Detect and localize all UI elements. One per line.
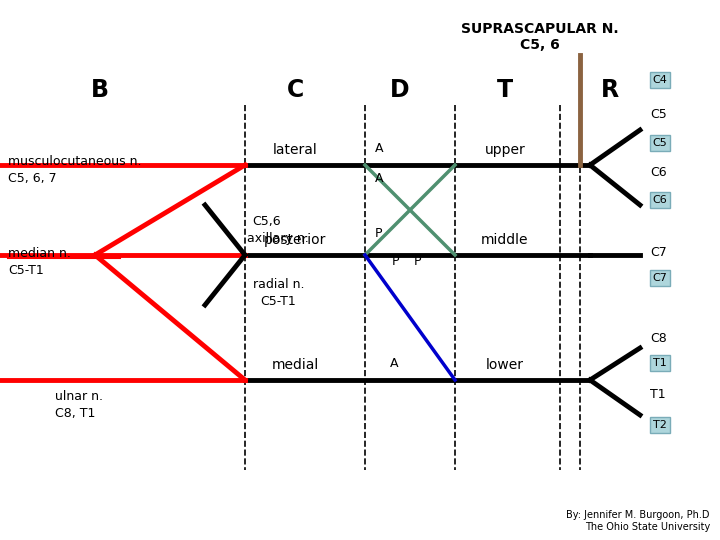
Text: C5: C5 <box>652 138 667 148</box>
Text: A: A <box>375 142 384 155</box>
Text: A: A <box>375 172 384 185</box>
Text: A: A <box>390 357 398 370</box>
Text: T2: T2 <box>653 420 667 430</box>
Text: median n.: median n. <box>8 247 71 260</box>
Text: posterior: posterior <box>264 233 326 247</box>
Text: B: B <box>91 78 109 102</box>
Text: C8, T1: C8, T1 <box>55 407 95 420</box>
Text: C7: C7 <box>652 273 667 283</box>
Text: P: P <box>392 255 400 268</box>
Text: T: T <box>497 78 513 102</box>
Text: P: P <box>375 227 382 240</box>
Text: SUPRASCAPULAR N.: SUPRASCAPULAR N. <box>462 22 618 36</box>
Text: C5, 6, 7: C5, 6, 7 <box>8 172 57 185</box>
Text: middle: middle <box>481 233 528 247</box>
Text: medial: medial <box>271 358 319 372</box>
Text: lower: lower <box>486 358 524 372</box>
Text: C5,6: C5,6 <box>252 215 281 228</box>
Text: C5-T1: C5-T1 <box>8 264 44 277</box>
Text: C6: C6 <box>650 166 667 179</box>
Text: D: D <box>390 78 410 102</box>
Text: P: P <box>414 255 421 268</box>
Text: C5-T1: C5-T1 <box>260 295 296 308</box>
Text: axillary n.: axillary n. <box>247 232 309 245</box>
Text: lateral: lateral <box>273 143 318 157</box>
Text: By: Jennifer M. Burgoon, Ph.D
The Ohio State University: By: Jennifer M. Burgoon, Ph.D The Ohio S… <box>567 510 710 532</box>
Text: C7: C7 <box>650 246 667 260</box>
Text: C: C <box>287 78 304 102</box>
Text: C4: C4 <box>652 75 667 85</box>
Text: C5, 6: C5, 6 <box>520 38 560 52</box>
Text: C6: C6 <box>652 195 667 205</box>
Text: T1: T1 <box>650 388 665 402</box>
Text: musculocutaneous n.: musculocutaneous n. <box>8 155 142 168</box>
Text: C5: C5 <box>650 109 667 122</box>
Text: C8: C8 <box>650 332 667 345</box>
Text: R: R <box>601 78 619 102</box>
Text: T1: T1 <box>653 358 667 368</box>
Text: upper: upper <box>485 143 526 157</box>
Text: radial n.: radial n. <box>253 278 305 291</box>
Text: ulnar n.: ulnar n. <box>55 390 103 403</box>
